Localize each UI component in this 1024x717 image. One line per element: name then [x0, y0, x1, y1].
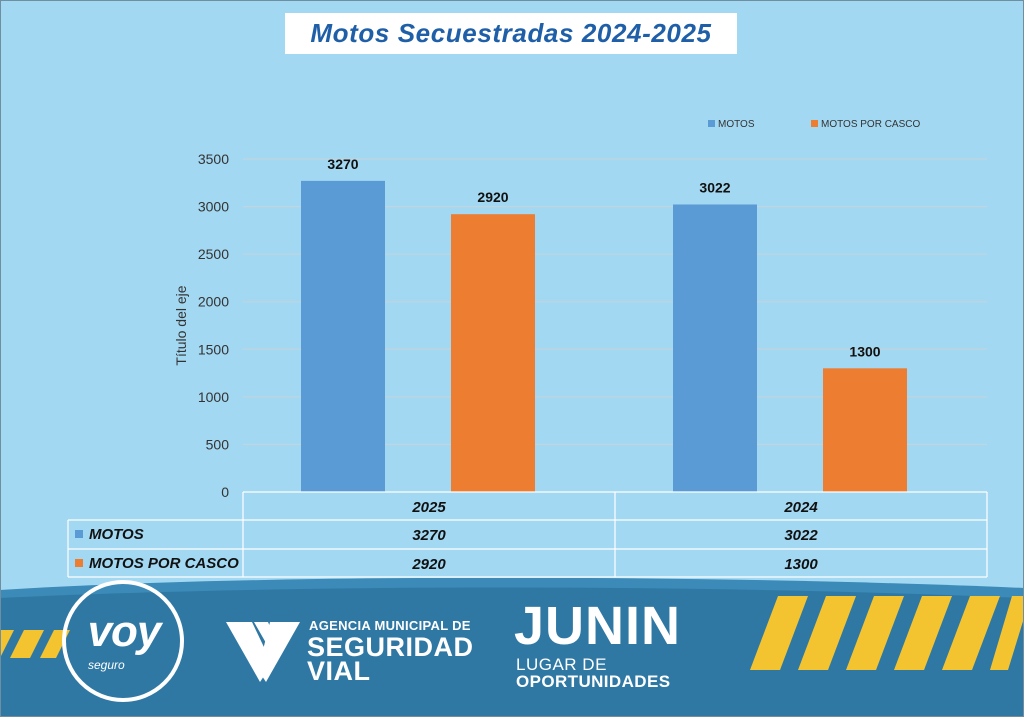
- y-tick-label: 3000: [198, 199, 229, 215]
- y-tick-label: 0: [221, 484, 229, 500]
- agency-line3: VIAL: [307, 656, 371, 686]
- bar: [301, 180, 385, 492]
- voy-logo-subtext: seguro: [88, 658, 125, 672]
- bar: [823, 368, 907, 492]
- y-axis-title: Título del eje: [173, 285, 189, 365]
- legend-swatch: [708, 120, 715, 127]
- legend-entry: MOTOS: [718, 119, 755, 130]
- x-tick-label: 2025: [411, 499, 446, 516]
- y-tick-label: 1500: [198, 341, 229, 357]
- agency-v-logo: [226, 622, 300, 682]
- voy-logo-text: voy: [87, 607, 162, 656]
- chart-title: Motos Secuestradas 2024-2025: [310, 18, 712, 48]
- legend-entry: MOTOS POR CASCO: [821, 119, 920, 130]
- hazard-stripes-right: [750, 596, 1024, 670]
- y-tick-label: 3500: [198, 151, 229, 167]
- table-cell-value: 2920: [411, 556, 446, 573]
- data-label: 3270: [327, 156, 358, 172]
- junin-logo-text: JUNIN: [514, 596, 682, 656]
- table-legend-swatch: [75, 530, 83, 538]
- junin-line1: LUGAR DE: [516, 655, 607, 674]
- y-tick-label: 2500: [198, 246, 229, 262]
- bar: [451, 214, 535, 492]
- footer-banner: [0, 578, 1024, 717]
- data-label: 2920: [477, 189, 508, 205]
- junin-line2: OPORTUNIDADES: [516, 672, 671, 691]
- table-cell-value: 3022: [784, 527, 818, 544]
- chart-title-box: Motos Secuestradas 2024-2025: [285, 13, 737, 54]
- table-cell-value: 1300: [784, 556, 818, 573]
- table-cell-value: 3270: [412, 527, 446, 544]
- legend-swatch: [811, 120, 818, 127]
- table-series-label: MOTOS: [89, 526, 144, 543]
- bar: [673, 204, 757, 493]
- table-series-label: MOTOS POR CASCO: [89, 555, 239, 572]
- x-tick-label: 2024: [783, 499, 818, 516]
- data-label: 3022: [699, 179, 730, 195]
- bar-chart: 0 500 1000 1500 2000 2500 3000 3500 Título del e…: [67, 119, 988, 578]
- agency-line2: SEGURIDAD: [307, 632, 474, 662]
- y-tick-label: 2000: [198, 294, 229, 310]
- y-tick-label: 1000: [198, 389, 229, 405]
- voy-logo-ring: [62, 580, 184, 702]
- data-label: 1300: [849, 343, 880, 359]
- agency-line1: AGENCIA MUNICIPAL DE: [309, 618, 471, 633]
- table-legend-swatch: [75, 559, 83, 567]
- y-tick-label: 500: [206, 436, 230, 452]
